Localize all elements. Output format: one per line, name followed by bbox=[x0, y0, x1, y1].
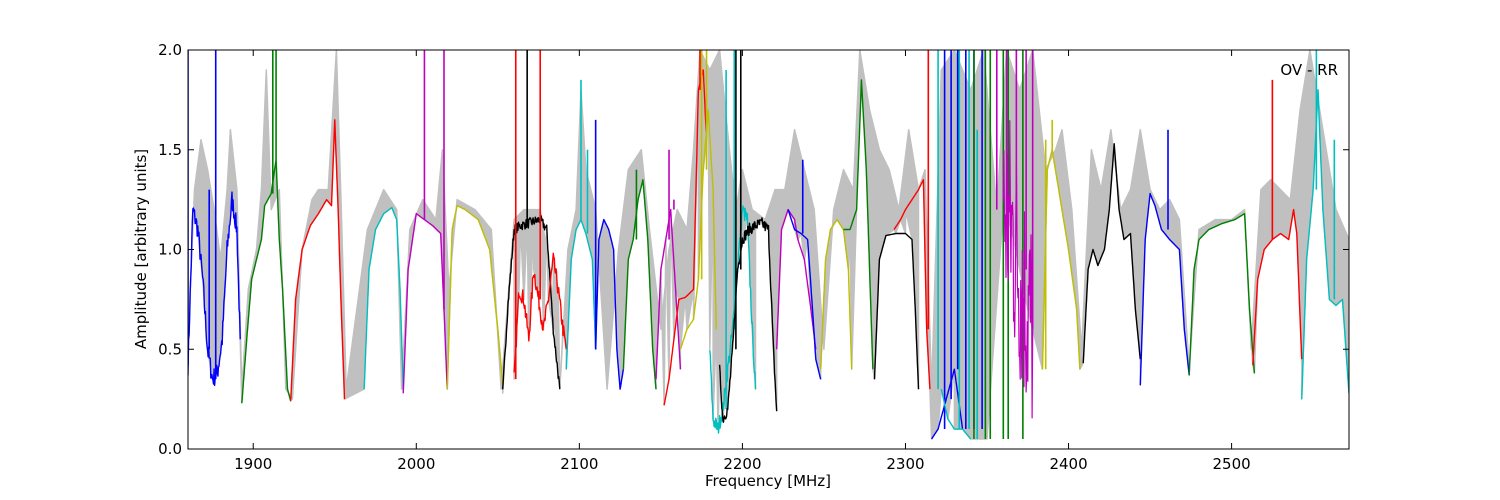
series-line-0 bbox=[188, 191, 241, 387]
series-line-27 bbox=[1082, 143, 1141, 364]
x-tick-label: 2500 bbox=[1213, 455, 1251, 473]
series-line-19 bbox=[843, 79, 874, 370]
series-line-18 bbox=[820, 218, 853, 370]
x-tick-label: 2400 bbox=[1049, 455, 1087, 473]
plot-series-group bbox=[188, 50, 1349, 440]
x-tick-label: 1900 bbox=[234, 455, 272, 473]
y-tick-label: 1.5 bbox=[158, 141, 182, 159]
series-line-5 bbox=[446, 204, 504, 390]
series-line-13 bbox=[679, 109, 717, 350]
y-tick-label: 1.0 bbox=[158, 241, 182, 259]
series-line-4 bbox=[402, 212, 448, 394]
y-tick-label: 0.5 bbox=[158, 340, 182, 358]
series-line-10 bbox=[622, 179, 657, 390]
y-tick-label: 0.0 bbox=[158, 440, 182, 458]
annotation-label: OV - RR bbox=[1280, 61, 1338, 79]
y-axis-label: Amplitude [arbitrary units] bbox=[132, 149, 150, 349]
axes: 1900 2000 2100 2200 2300 2400 2500 0.0 0.5 1.0 1.5… bbox=[158, 41, 1350, 473]
x-tick-label: 2200 bbox=[723, 455, 761, 473]
series-line-26 bbox=[1041, 149, 1081, 370]
series-line-25 bbox=[1002, 120, 1034, 419]
x-axis-label: Frequency [MHz] bbox=[705, 472, 831, 490]
x-tick-label: 2300 bbox=[886, 455, 924, 473]
series-line-9 bbox=[595, 218, 625, 390]
series-line-20 bbox=[873, 232, 920, 390]
series-line-1 bbox=[241, 159, 292, 404]
y-tick-label: 2.0 bbox=[158, 41, 182, 59]
series-line-7 bbox=[513, 252, 567, 373]
series-line-22 bbox=[931, 368, 964, 440]
series-line-21 bbox=[893, 179, 931, 390]
plot-area bbox=[188, 50, 1349, 440]
series-line-31 bbox=[1301, 89, 1349, 400]
series-line-30 bbox=[1252, 208, 1303, 366]
series-line-11 bbox=[655, 208, 682, 380]
series-line-29 bbox=[1188, 212, 1256, 376]
series-line-2 bbox=[290, 119, 346, 402]
series-line-17 bbox=[787, 209, 822, 380]
x-tick-label: 2000 bbox=[397, 455, 435, 473]
x-tick-label: 2100 bbox=[560, 455, 598, 473]
series-line-23 bbox=[940, 388, 972, 440]
series-line-3 bbox=[363, 206, 404, 390]
series-line-28 bbox=[1139, 192, 1190, 386]
series-line-16 bbox=[776, 208, 817, 350]
series-line-15 bbox=[718, 217, 778, 423]
series-line-8 bbox=[565, 218, 597, 370]
